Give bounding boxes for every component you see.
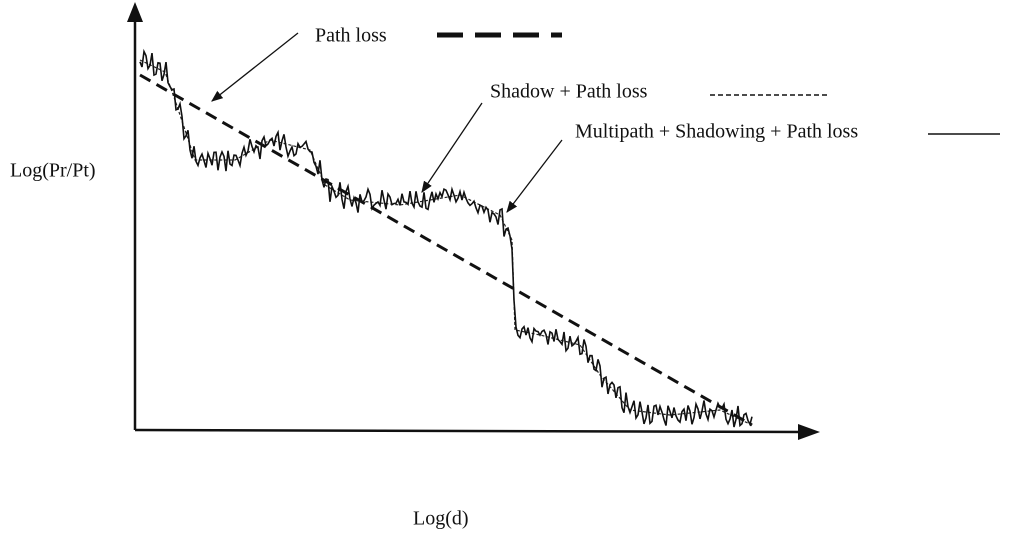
pointer-arrow	[211, 32, 299, 102]
x-axis	[134, 428, 806, 434]
legend-label: Shadow + Path loss	[490, 81, 648, 103]
y-axis-label: Log(Pr/Pt)	[10, 160, 96, 182]
legend-label: Path loss	[315, 25, 387, 47]
y-axis-arrow	[127, 2, 143, 22]
multipath-curve	[139, 48, 753, 428]
x-axis-arrow	[798, 424, 820, 440]
shadow-curve	[139, 59, 753, 426]
x-axis-label: Log(d)	[413, 508, 469, 530]
legend-label: Multipath + Shadowing + Path loss	[575, 121, 858, 143]
pointer-arrow	[506, 139, 563, 213]
path-loss-line	[139, 73, 753, 427]
pointer-arrow	[421, 102, 483, 193]
